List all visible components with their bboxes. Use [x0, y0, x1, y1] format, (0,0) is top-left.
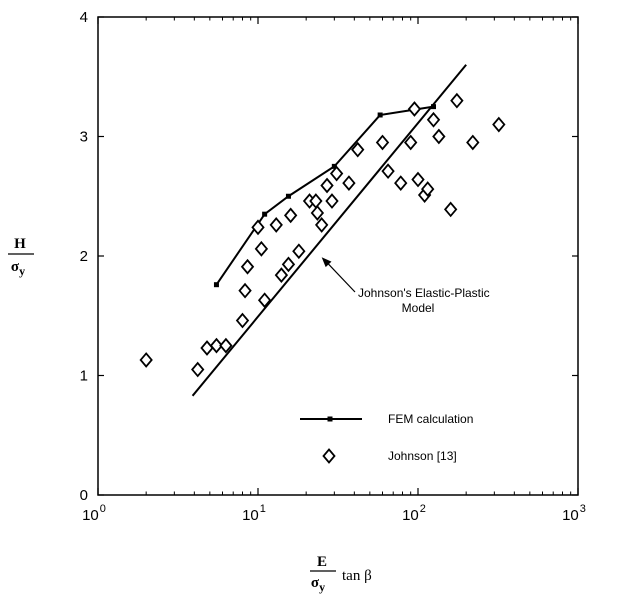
ylabel-den-symbol: σ: [11, 259, 20, 275]
johnson-point: [274, 267, 289, 284]
johnson-point: [329, 165, 344, 182]
johnson-point: [432, 128, 446, 145]
ylabel-numerator: H: [14, 236, 26, 252]
xlabel-den-subscript: y: [319, 580, 325, 594]
x-tick-label: 102: [402, 503, 426, 524]
johnson-point: [254, 240, 269, 257]
y-tick-label: 0: [80, 487, 88, 504]
johnson-point: [235, 312, 250, 329]
x-tick-exponent: 0: [100, 503, 106, 515]
fem-line: [215, 105, 434, 286]
johnson-point: [292, 243, 306, 260]
x-tick-label: 100: [82, 503, 106, 524]
legend: FEM calculation Johnson [13]: [300, 412, 473, 464]
legend-johnson-label: Johnson [13]: [388, 449, 457, 463]
legend-fem-marker: [327, 416, 333, 422]
x-tick-exponent: 2: [420, 503, 426, 515]
johnson-point: [257, 292, 272, 309]
annotation-line1: Johnson's Elastic-Plastic: [358, 286, 490, 300]
johnson-series: [139, 92, 506, 378]
plot-frame: [97, 16, 579, 496]
johnson-point: [394, 175, 408, 191]
johnson-point: [443, 201, 458, 218]
johnson-point: [342, 175, 356, 191]
johnson-point: [240, 258, 255, 275]
x-tick-base: 10: [82, 507, 99, 524]
model-line-group: [191, 64, 467, 397]
y-tick-label: 4: [80, 9, 88, 26]
xlabel-denominator: σy: [311, 575, 325, 594]
x-tick-base: 10: [402, 507, 419, 524]
model-line: [191, 64, 467, 397]
johnson-point: [281, 256, 296, 273]
legend-johnson-marker: [322, 448, 336, 464]
johnson-point: [283, 207, 298, 224]
x-tick-base: 10: [562, 507, 579, 524]
johnson-point: [492, 116, 506, 133]
johnson-point: [466, 134, 480, 151]
johnson-point: [269, 217, 283, 233]
johnson-point: [375, 134, 390, 151]
ylabel-den-subscript: y: [19, 264, 25, 278]
johnson-point: [426, 111, 441, 128]
johnson-point: [320, 177, 334, 194]
fem-point: [377, 112, 383, 118]
johnson-point: [200, 340, 214, 356]
johnson-point: [314, 217, 329, 233]
johnson-point: [191, 361, 205, 378]
johnson-point: [421, 181, 435, 197]
fem-point: [285, 193, 291, 199]
johnson-point: [310, 205, 325, 221]
annotation-line2: Model: [402, 301, 435, 315]
y-tick-label: 3: [80, 129, 88, 146]
fem-point: [431, 104, 437, 110]
johnson-point: [325, 193, 339, 209]
annotation-arrow-line: [326, 261, 356, 293]
johnson-point: [351, 141, 365, 158]
johnson-point: [209, 337, 224, 354]
x-tick-exponent: 3: [580, 503, 586, 515]
x-tick-exponent: 1: [260, 503, 266, 515]
legend-fem-label: FEM calculation: [388, 412, 473, 426]
y-tick-label: 1: [80, 368, 88, 385]
fem-point: [331, 163, 337, 169]
johnson-point: [219, 337, 233, 354]
johnson-point: [139, 352, 153, 368]
ylabel-denominator: σy: [11, 259, 25, 278]
johnson-point: [238, 282, 252, 299]
xlabel-numerator: E: [317, 554, 327, 570]
x-tick-label: 101: [242, 503, 266, 524]
x-tick-label: 103: [562, 503, 586, 524]
johnson-point: [411, 171, 425, 188]
fem-point: [262, 211, 268, 217]
fem-point: [213, 282, 219, 288]
johnson-point: [251, 219, 265, 236]
y-tick-label: 2: [80, 248, 88, 265]
johnson-point: [450, 92, 464, 109]
xlabel-den-symbol: σ: [311, 575, 320, 591]
johnson-point: [381, 163, 395, 180]
plot-border: [97, 16, 579, 496]
johnson-point: [403, 134, 418, 151]
x-tick-base: 10: [242, 507, 259, 524]
xlabel-suffix: tan β: [342, 568, 372, 584]
annotation-arrowhead: [321, 257, 332, 268]
johnson-point: [407, 101, 422, 117]
